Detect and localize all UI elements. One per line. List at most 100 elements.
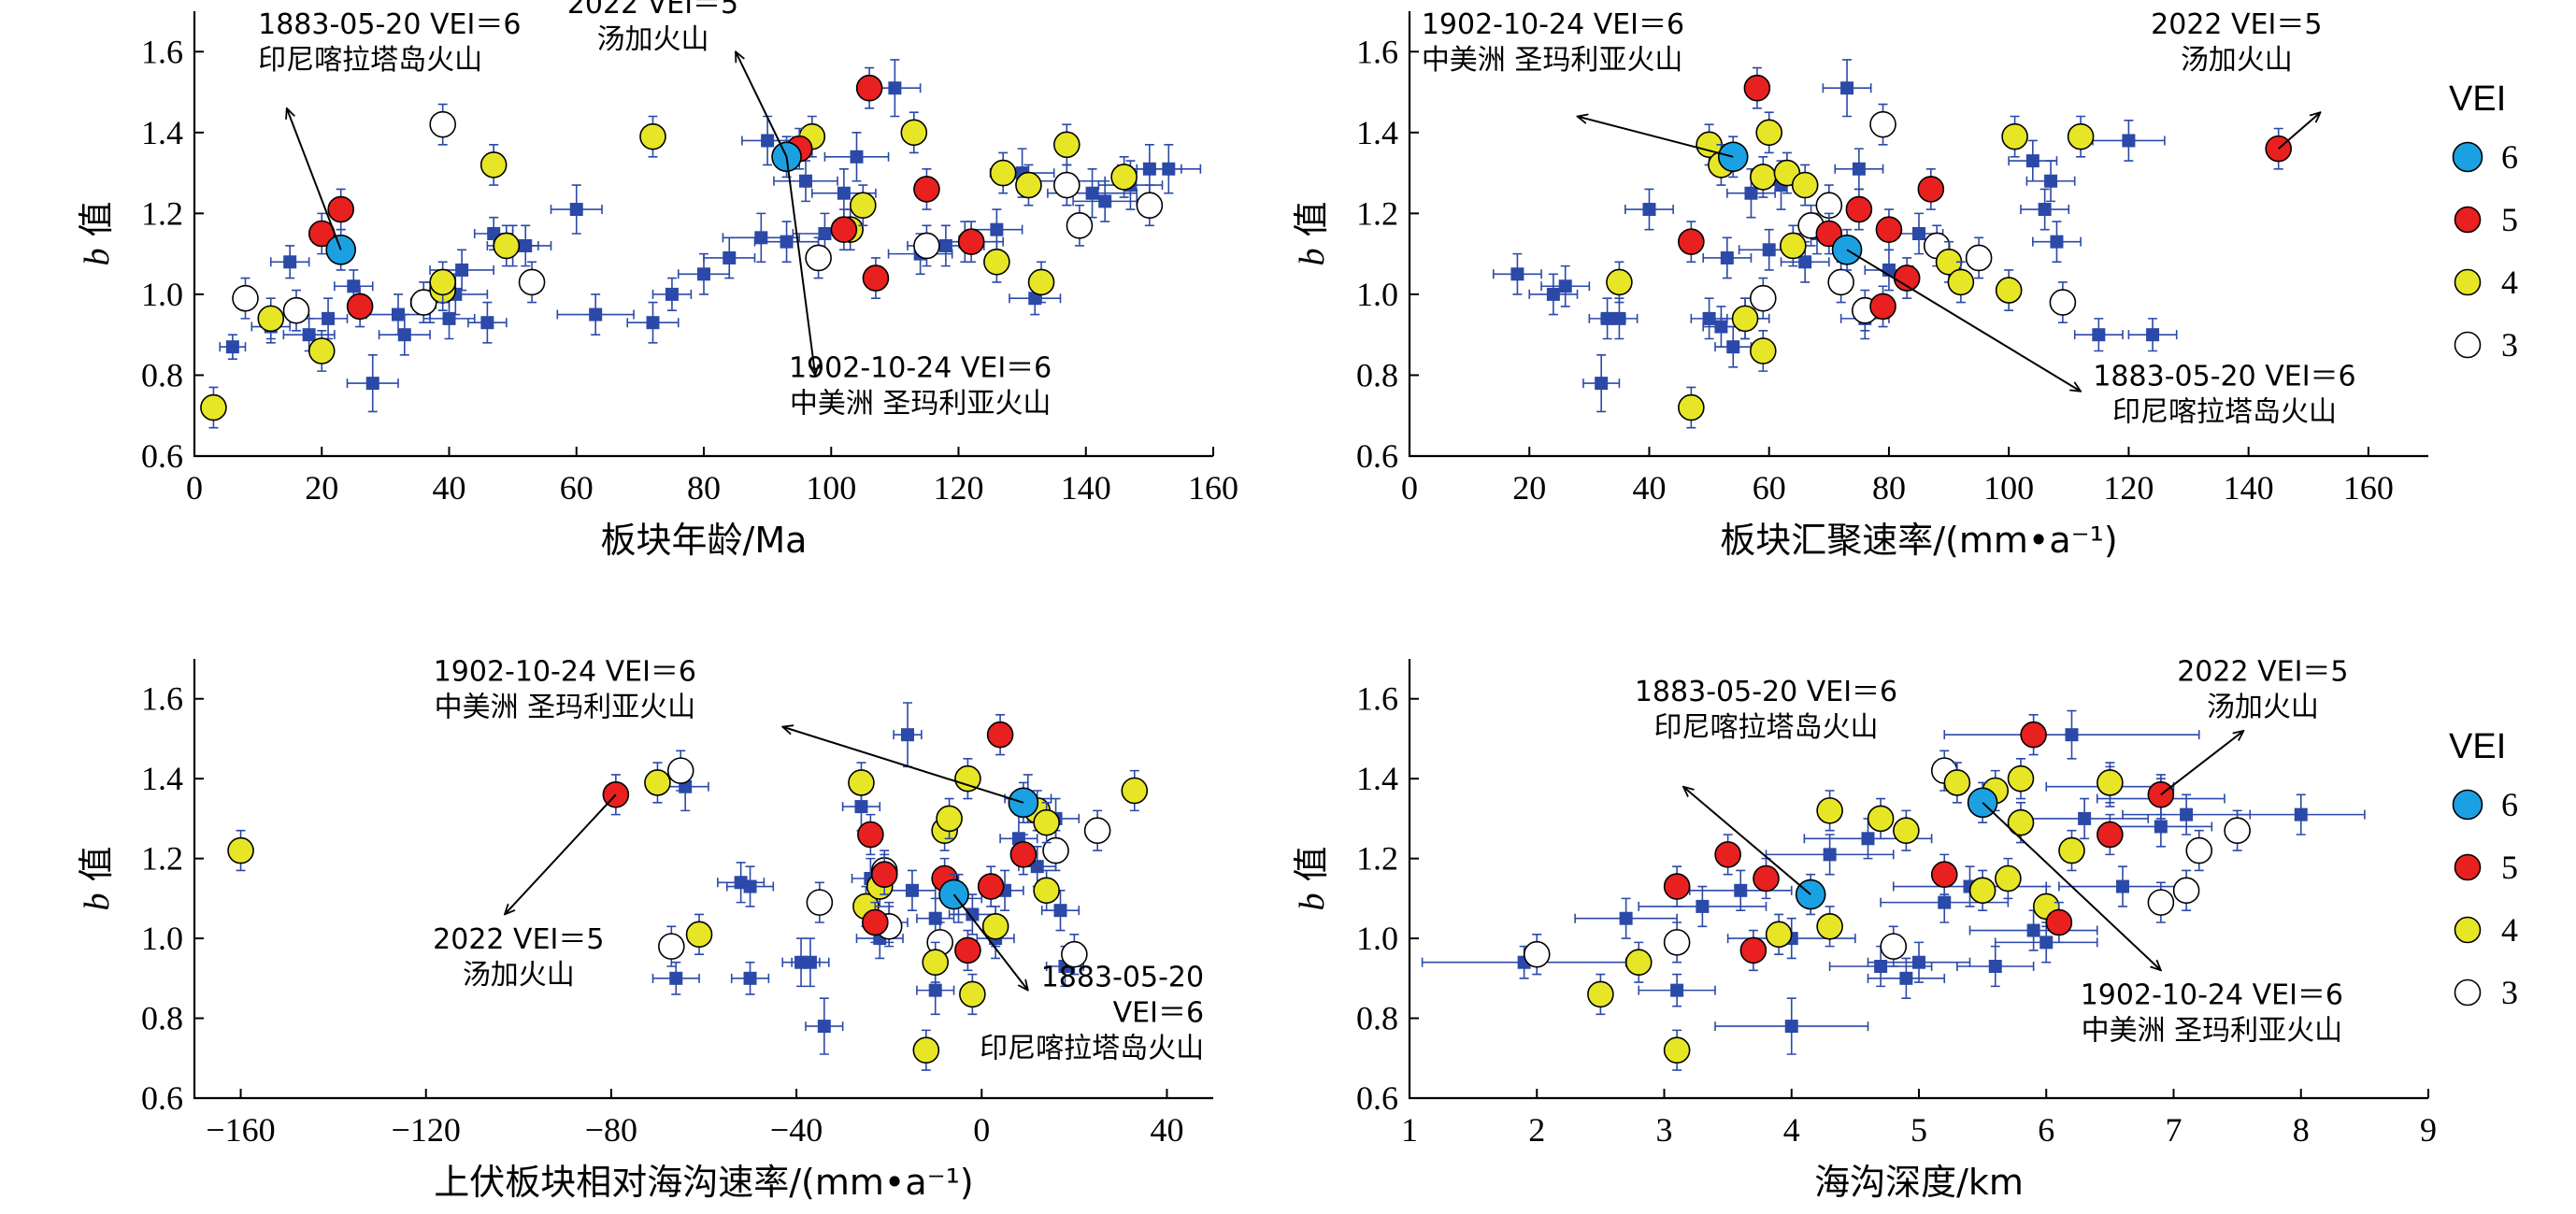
x-tick-label: 2 <box>1528 1111 1545 1149</box>
annotation-text: 2022 VEI＝5 汤加火山 <box>433 923 604 992</box>
vei4-point <box>1663 1036 1691 1064</box>
vei5-point <box>2045 908 2073 936</box>
square-series <box>219 59 1202 413</box>
y-tick-label: 0.8 <box>141 356 183 393</box>
vei4-point <box>1893 817 1920 845</box>
square-point <box>1852 162 1866 176</box>
y-tick-label: 0.6 <box>141 1079 183 1117</box>
vei3-point <box>1523 940 1551 968</box>
square-point <box>743 879 757 893</box>
vei4-point <box>200 393 227 421</box>
square-point <box>2154 820 2168 834</box>
y-tick-label: 1.4 <box>1356 114 1398 151</box>
x-axis-label: 板块年龄/Ma <box>601 520 808 561</box>
square-point <box>1784 1020 1798 1034</box>
annotation-arrow <box>287 108 342 250</box>
square-point <box>1098 194 1112 208</box>
vei4-point <box>1678 393 1705 421</box>
annotation-arrow <box>782 727 1024 804</box>
y-tick-label: 1.6 <box>1356 33 1398 70</box>
square-point <box>761 134 775 148</box>
square-point <box>2180 807 2194 821</box>
vei3-point <box>666 757 694 784</box>
square-point <box>646 316 660 330</box>
vei4-point <box>1816 797 1843 824</box>
vei5-point <box>862 264 890 292</box>
annotation-line: 印尼喀拉塔岛火山 <box>2112 395 2337 428</box>
square-point <box>905 883 919 897</box>
vei4-point <box>429 268 456 296</box>
square-point <box>1720 250 1734 264</box>
annotation-arrow <box>2160 731 2244 796</box>
y-axis-label: b 值 <box>76 846 117 910</box>
annotation-line: 1902-10-24 VEI＝6 <box>2081 979 2343 1012</box>
square-point <box>818 227 832 240</box>
square-point <box>754 231 768 245</box>
vei5-point <box>1875 216 1903 243</box>
square-point <box>966 907 980 921</box>
y-tick-label: 1.6 <box>141 33 183 70</box>
legend-label: 6 <box>2501 138 2518 176</box>
legend-title: VEI <box>2449 727 2506 766</box>
legend-swatch-vei5 <box>2454 206 2482 234</box>
square-point <box>1558 279 1572 293</box>
x-tick-label: 160 <box>1188 469 1238 507</box>
vei5-point <box>862 908 889 936</box>
y-axis-label-rest: 值 <box>76 846 117 893</box>
annotation-arrow <box>1846 249 2081 391</box>
vei3-point <box>805 244 832 272</box>
x-tick-label: 160 <box>2343 469 2394 507</box>
square-point <box>225 340 239 354</box>
square-point <box>1823 848 1837 862</box>
square-point <box>2122 134 2136 148</box>
y-tick-label: 1.0 <box>1356 920 1398 957</box>
vei3-point <box>282 296 310 324</box>
vei3-point <box>1053 171 1080 199</box>
annotation: 2022 VEI＝5 汤加火山 <box>2160 656 2349 796</box>
y-axis-label: b 值 <box>76 201 117 265</box>
annotation-text: 1902-10-24 VEI＝6 中美洲 圣玛利亚火山 <box>2081 979 2343 1048</box>
y-axis-label-rest: 值 <box>1291 846 1332 893</box>
square-point <box>569 203 583 217</box>
panel-plate-age: 0 20 40 60 80 100 120 140 160 0.6 0.8 1.0 1.2 1.4 1.6 板… <box>76 0 1238 561</box>
square-point <box>2038 203 2052 217</box>
vei4-point <box>639 122 666 150</box>
annotation: 2022 VEI＝5 汤加火山 <box>567 0 788 158</box>
x-tick-label: 4 <box>1783 1111 1800 1149</box>
vei4-point <box>1765 921 1793 949</box>
vei4-point <box>2097 769 2124 796</box>
square-point <box>1030 860 1044 874</box>
vei3-point <box>2147 889 2175 916</box>
vei5-point <box>1917 176 1945 203</box>
square-point <box>302 328 316 342</box>
square-point <box>442 311 456 325</box>
square-point <box>2065 728 2079 742</box>
vei5-point <box>857 821 884 849</box>
square-point <box>1162 162 1176 176</box>
x-tick-label: −80 <box>585 1111 637 1149</box>
annotation-line: 汤加火山 <box>2181 44 2293 77</box>
square-point <box>2026 923 2040 937</box>
vei3-point <box>2172 877 2200 905</box>
square-point <box>1762 243 1776 257</box>
legend-swatch-vei5 <box>2454 853 2482 881</box>
y-tick-label: 1.0 <box>141 920 183 957</box>
square-point <box>799 174 812 188</box>
x-axis-label: 上伏板块相对海沟速率/(mm•a⁻¹) <box>434 1162 973 1203</box>
vei4-point <box>227 836 254 864</box>
vei4-point <box>1816 912 1843 940</box>
y-tick-label: 1.6 <box>1356 680 1398 718</box>
y-axis-label-rest: 值 <box>76 201 117 248</box>
square-point <box>347 279 361 293</box>
y-tick-label: 0.6 <box>141 437 183 475</box>
legend-title: VEI <box>2449 79 2506 119</box>
legend-label: 4 <box>2501 264 2518 301</box>
vei4-point <box>1587 980 1614 1008</box>
legend: VEI 6 5 4 3 <box>2449 727 2518 1011</box>
annotation-line: 1883-05-20 VEI＝6 <box>2093 360 2355 393</box>
square-point <box>1912 227 1925 240</box>
square-point <box>322 311 336 325</box>
vei4-point <box>1791 171 1819 199</box>
square-point <box>665 287 679 301</box>
x-tick-label: −120 <box>392 1111 461 1149</box>
